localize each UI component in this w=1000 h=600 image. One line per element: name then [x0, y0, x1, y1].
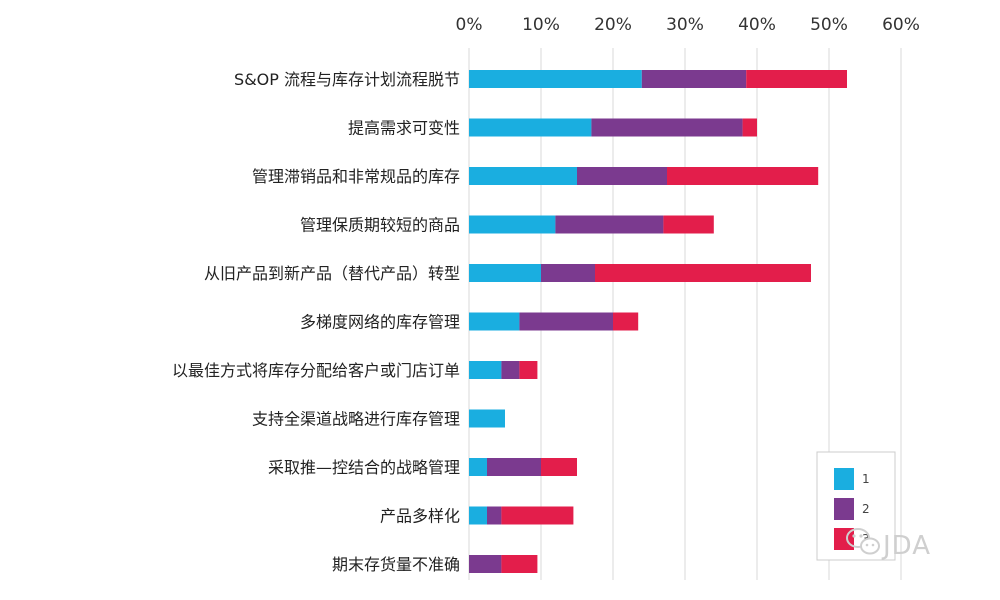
bar-segment-series-3 [742, 118, 757, 137]
category-label: S&OP 流程与库存计划流程脱节 [234, 70, 460, 89]
bar-segment-series-3 [667, 167, 819, 185]
bar-segment-series-3 [541, 458, 577, 476]
wechat-icon [846, 528, 880, 555]
category-label: 产品多样化 [380, 507, 460, 526]
category-label: 期末存货量不准确 [332, 555, 460, 574]
legend-swatch-2 [834, 498, 854, 520]
x-tick-label: 40% [738, 15, 776, 35]
legend-swatch-1 [834, 468, 854, 490]
bar-segment-series-2 [519, 312, 613, 331]
bar-segment-series-1 [469, 70, 642, 88]
bar-segment-series-1 [469, 361, 502, 379]
category-labels: S&OP 流程与库存计划流程脱节提高需求可变性管理滞销品和非常规品的库存管理保质… [172, 70, 460, 574]
bar-segment-series-1 [469, 458, 487, 476]
bar-segment-series-2 [469, 555, 502, 573]
bar-segment-series-1 [469, 312, 520, 331]
bar-segment-series-2 [501, 361, 520, 379]
x-axis-ticks: 0% 10% 20% 30% 40% 50% 60% [456, 15, 920, 35]
bar-segment-series-3 [595, 264, 811, 282]
bar-segment-series-1 [469, 167, 577, 185]
bar-segment-series-2 [555, 215, 664, 234]
category-label: 采取推—控结合的战略管理 [268, 458, 460, 477]
category-label: 管理保质期较短的商品 [300, 216, 460, 235]
bar-segment-series-3 [501, 506, 574, 525]
legend-label: 2 [862, 502, 870, 516]
bar-segment-series-1 [469, 409, 505, 428]
bar-segment-series-2 [487, 458, 541, 476]
watermark: JDA [846, 528, 931, 561]
x-tick-label: 0% [456, 15, 483, 35]
category-label: 从旧产品到新产品（替代产品）转型 [204, 264, 460, 283]
category-label: 支持全渠道战略进行库存管理 [252, 410, 460, 429]
bar-segment-series-1 [469, 215, 556, 234]
x-tick-label: 60% [882, 15, 920, 35]
bars [469, 70, 847, 573]
x-tick-label: 10% [522, 15, 560, 35]
bar-segment-series-3 [746, 70, 847, 88]
bar-segment-series-2 [591, 118, 743, 137]
bar-segment-series-1 [469, 118, 592, 137]
bar-segment-series-3 [613, 312, 639, 331]
bar-segment-series-2 [577, 167, 667, 185]
bar-segment-series-1 [469, 506, 487, 525]
x-tick-label: 20% [594, 15, 632, 35]
bar-segment-series-3 [519, 361, 538, 379]
category-label: 提高需求可变性 [348, 119, 460, 138]
bar-segment-series-1 [469, 264, 541, 282]
bar-segment-series-2 [641, 70, 747, 88]
bar-segment-series-2 [487, 506, 502, 525]
bar-segment-series-2 [541, 264, 595, 282]
category-label: 多梯度网络的库存管理 [300, 313, 460, 332]
legend-label: 1 [862, 472, 870, 486]
x-tick-label: 30% [666, 15, 704, 35]
x-tick-label: 50% [810, 15, 848, 35]
bar-segment-series-3 [501, 555, 538, 573]
legend-frame [816, 451, 896, 561]
bar-segment-series-3 [663, 215, 714, 234]
category-label: 以最佳方式将库存分配给客户或门店订单 [172, 361, 460, 380]
category-label: 管理滞销品和非常规品的库存 [252, 167, 460, 186]
watermark-text: JDA [881, 531, 931, 561]
legend: 123 [816, 451, 896, 561]
